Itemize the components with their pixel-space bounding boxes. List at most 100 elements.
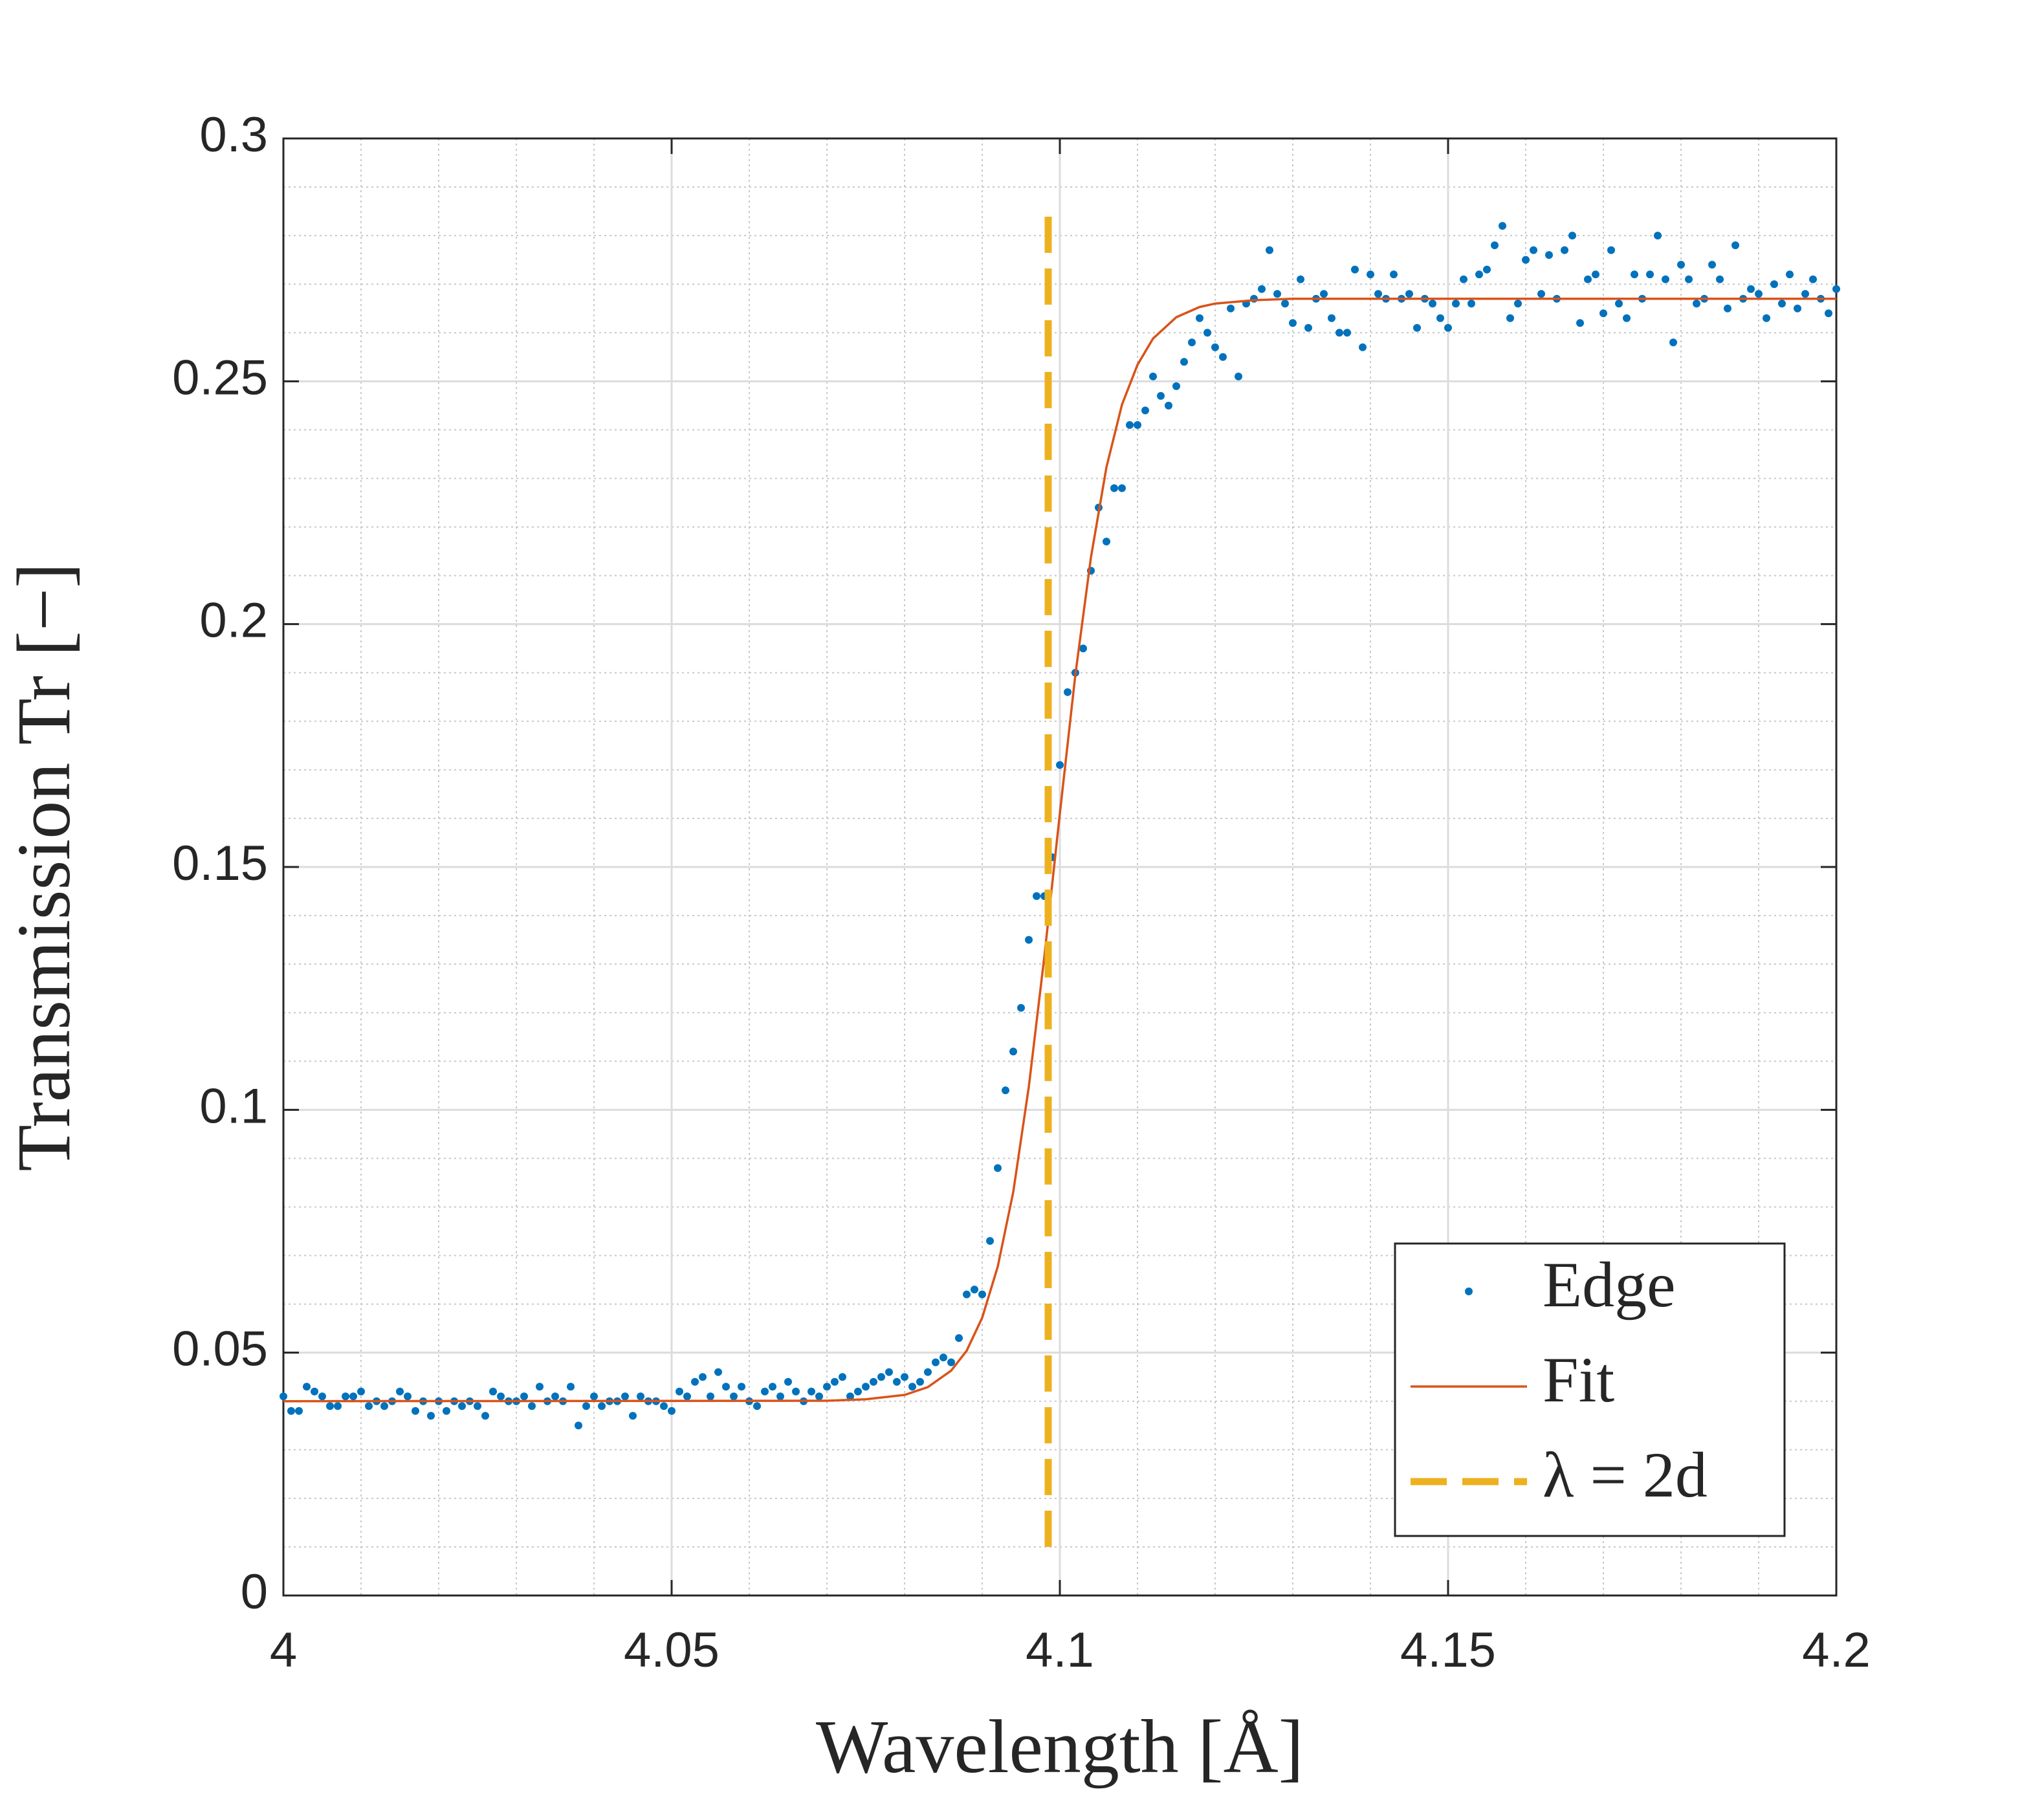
- data-point: [699, 1373, 707, 1381]
- data-point: [349, 1392, 357, 1401]
- data-point: [303, 1383, 311, 1391]
- data-point: [901, 1373, 908, 1381]
- data-point: [396, 1387, 404, 1396]
- data-point: [334, 1402, 342, 1410]
- data-point: [1367, 270, 1374, 279]
- data-point: [839, 1373, 846, 1381]
- data-point: [823, 1383, 831, 1391]
- data-point: [1483, 265, 1491, 274]
- legend-marker: [1465, 1288, 1473, 1295]
- data-point: [1002, 1086, 1009, 1095]
- data-point: [1522, 256, 1530, 264]
- data-point: [1514, 300, 1522, 308]
- data-point: [629, 1412, 637, 1420]
- data-point: [1763, 314, 1770, 322]
- data-point: [676, 1387, 683, 1396]
- data-point: [1289, 319, 1297, 327]
- x-axis-label: Wavelength [Å]: [816, 1704, 1304, 1789]
- x-tick-label: 4.2: [1802, 1623, 1871, 1678]
- data-point: [481, 1412, 489, 1420]
- data-point: [474, 1402, 481, 1410]
- data-point: [1654, 232, 1662, 240]
- data-point: [792, 1387, 800, 1396]
- data-point: [497, 1392, 505, 1401]
- data-point: [318, 1392, 326, 1401]
- data-point: [1157, 391, 1165, 400]
- data-point: [1685, 275, 1693, 283]
- data-point: [908, 1383, 916, 1391]
- data-point: [1716, 275, 1724, 283]
- data-point: [1662, 275, 1669, 283]
- data-point: [769, 1383, 776, 1391]
- data-point: [1165, 401, 1172, 410]
- data-point: [1343, 329, 1351, 337]
- data-point: [1118, 484, 1126, 492]
- data-point: [1390, 270, 1398, 279]
- y-tick-label: 0.2: [199, 593, 268, 648]
- data-point: [1304, 323, 1312, 332]
- data-point: [1266, 246, 1273, 254]
- data-point: [1592, 270, 1599, 279]
- data-point: [1444, 323, 1452, 332]
- data-point: [683, 1392, 691, 1401]
- data-point: [971, 1286, 978, 1294]
- legend-box: [1394, 1242, 1786, 1537]
- data-point: [1196, 314, 1203, 322]
- data-point: [1211, 343, 1219, 351]
- data-point: [458, 1402, 466, 1410]
- data-point: [1599, 309, 1607, 318]
- data-point: [738, 1383, 745, 1391]
- data-point: [916, 1377, 924, 1386]
- data-point: [536, 1383, 544, 1391]
- y-tick-label: 0.3: [199, 107, 268, 162]
- y-tick-label: 0.05: [172, 1322, 268, 1377]
- data-point: [691, 1377, 699, 1386]
- data-point: [528, 1402, 536, 1410]
- data-point: [668, 1407, 676, 1415]
- data-point: [1561, 246, 1568, 254]
- data-point: [986, 1237, 994, 1245]
- data-point: [1436, 314, 1444, 322]
- data-point: [1429, 300, 1436, 308]
- data-point: [714, 1368, 722, 1376]
- legend-label: Fit: [1543, 1344, 1614, 1416]
- data-point: [870, 1377, 877, 1386]
- data-point: [1669, 338, 1677, 347]
- data-point: [1491, 241, 1499, 250]
- data-point: [1297, 275, 1304, 283]
- data-point: [707, 1392, 714, 1401]
- data-point: [1724, 304, 1731, 312]
- data-point: [590, 1392, 598, 1401]
- data-point: [1141, 406, 1149, 415]
- data-point: [1615, 300, 1623, 308]
- data-point: [1219, 353, 1227, 361]
- data-point: [598, 1402, 606, 1410]
- data-point: [1056, 761, 1064, 769]
- data-point: [815, 1392, 823, 1401]
- data-point: [1631, 270, 1638, 279]
- data-point: [776, 1392, 784, 1401]
- fit-line: [283, 297, 1836, 1403]
- data-point: [1235, 372, 1242, 380]
- data-point: [808, 1387, 815, 1396]
- data-point: [1778, 300, 1786, 308]
- data-point: [357, 1387, 365, 1396]
- x-tick-label: 4: [270, 1623, 297, 1678]
- data-point: [404, 1392, 412, 1401]
- data-point: [311, 1387, 318, 1396]
- data-point: [582, 1402, 590, 1410]
- data-point: [846, 1392, 854, 1401]
- legend-label: λ = 2d: [1543, 1439, 1708, 1511]
- data-point: [955, 1334, 963, 1343]
- data-point: [963, 1290, 971, 1299]
- legend-label: Edge: [1543, 1249, 1675, 1321]
- data-point: [342, 1392, 349, 1401]
- data-point: [722, 1383, 730, 1391]
- data-point: [1794, 304, 1801, 312]
- data-point: [1832, 285, 1840, 293]
- data-point: [295, 1407, 303, 1415]
- data-point: [567, 1383, 575, 1391]
- data-point: [1646, 270, 1654, 279]
- data-point: [1126, 421, 1134, 429]
